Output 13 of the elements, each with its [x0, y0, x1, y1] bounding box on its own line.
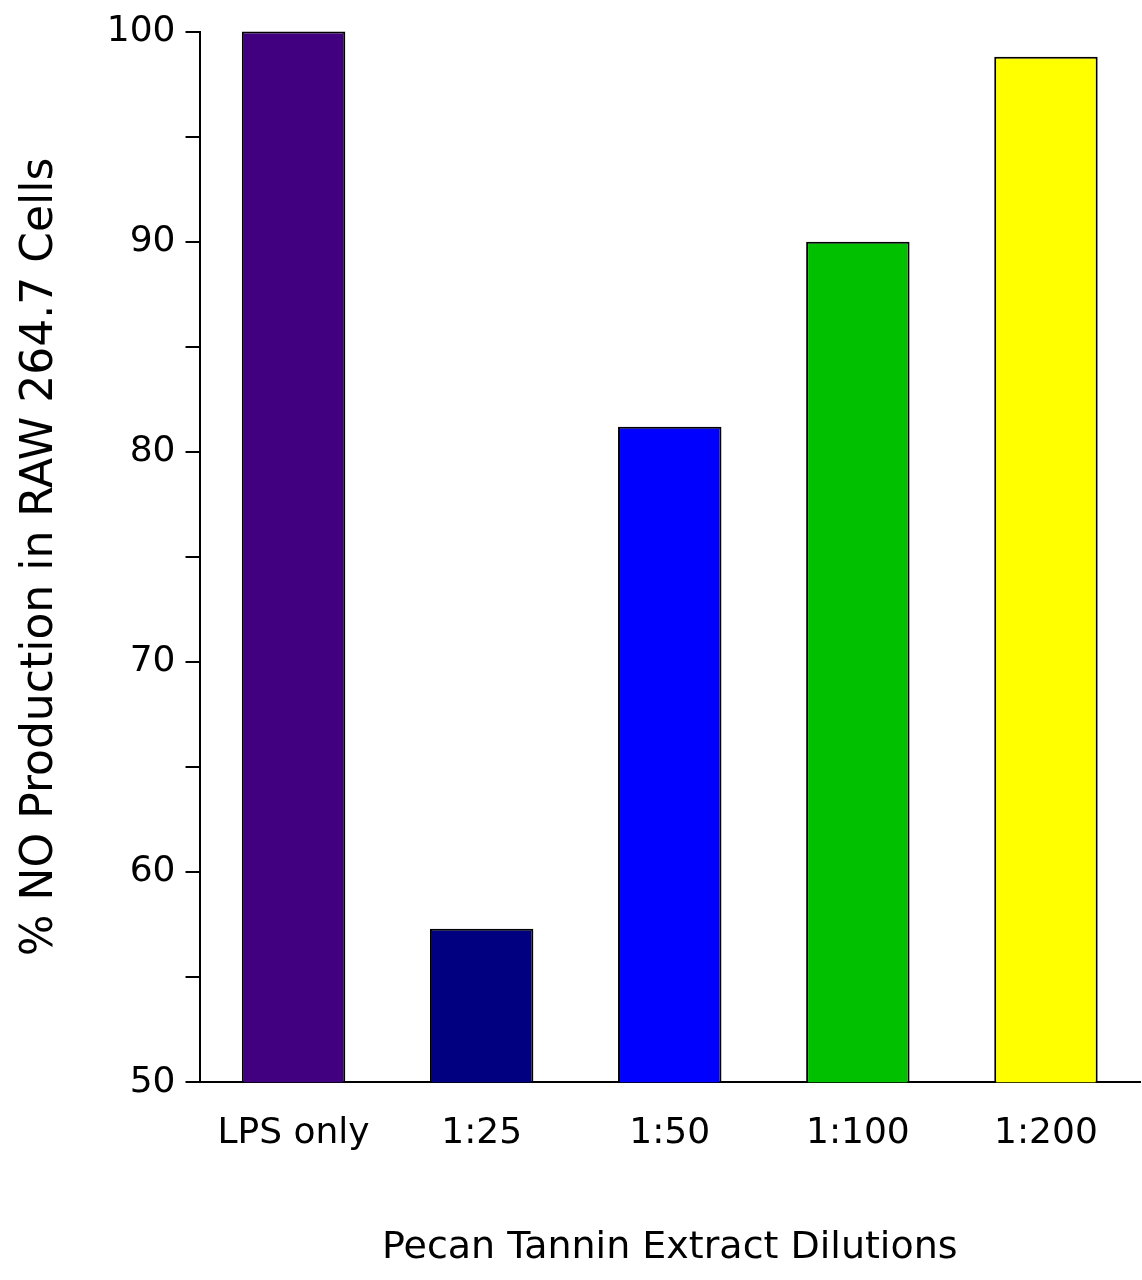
y-tick-label: 80	[129, 428, 176, 470]
y-tick-label: 60	[129, 848, 176, 890]
x-tick-label: 1:50	[629, 1110, 711, 1152]
y-tick-label: 90	[129, 218, 176, 260]
x-tick-label: 1:25	[441, 1110, 523, 1152]
y-tick-label: 70	[129, 638, 176, 680]
x-tick-label: LPS only	[217, 1110, 370, 1152]
y-axis-title: % NO Production in RAW 264.7 Cells	[10, 157, 62, 957]
y-tick-label: 100	[106, 7, 176, 49]
x-axis-title: Pecan Tannin Extract Dilutions	[381, 1223, 958, 1268]
y-tick-label: 50	[129, 1058, 176, 1100]
x-tick-label: 1:200	[994, 1110, 1098, 1152]
x-tick-label: 1:100	[805, 1110, 910, 1152]
